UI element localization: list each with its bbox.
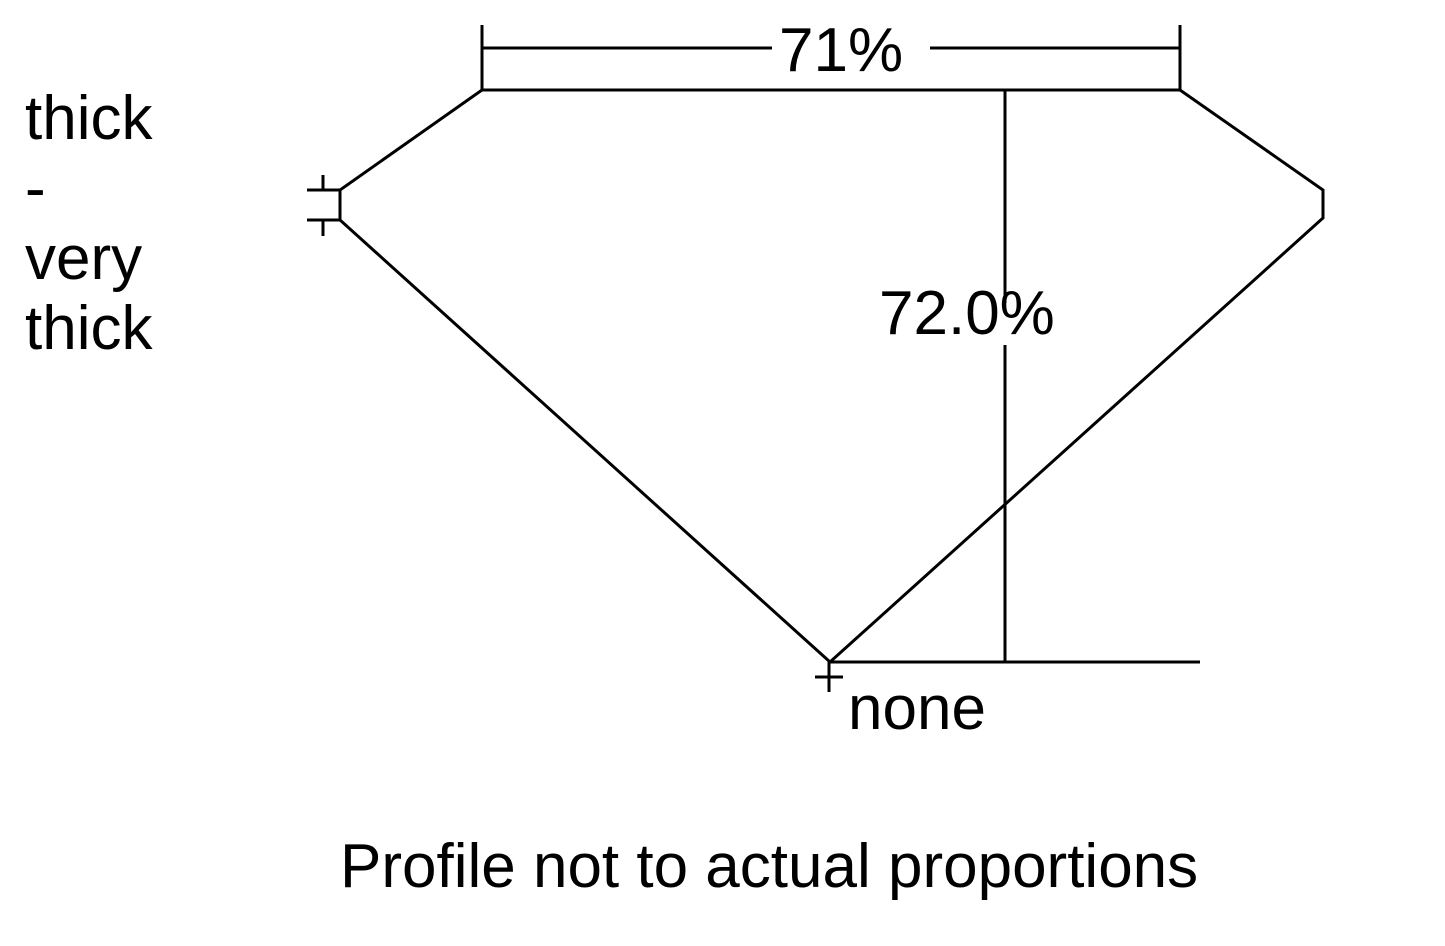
girdle-label-4: thick xyxy=(25,294,153,363)
girdle-label-1: thick xyxy=(25,84,153,153)
culet-label: none xyxy=(848,674,986,743)
depth-percent-label: 72.0% xyxy=(879,279,1055,348)
table-percent-label: 71% xyxy=(779,16,904,85)
footnote: Profile not to actual proportions xyxy=(340,832,1199,901)
girdle-label-3: very xyxy=(25,224,143,293)
diamond-outline xyxy=(338,88,1325,665)
girdle-label-2: - xyxy=(25,154,46,223)
